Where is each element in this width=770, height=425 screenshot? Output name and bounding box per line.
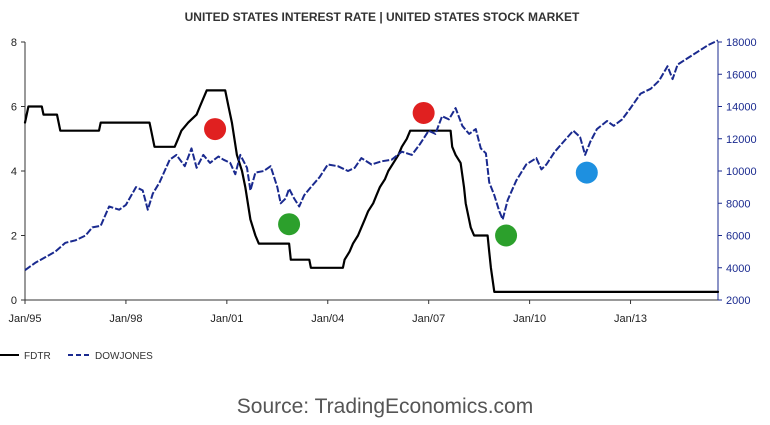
highlight-marker [278,213,301,236]
right-tick-label: 16000 [726,69,757,81]
right-tick-label: 10000 [726,166,757,178]
right-tick-label: 8000 [726,198,750,210]
highlight-marker [412,101,435,124]
x-tick-label: Jan/04 [311,313,344,325]
x-tick-label: Jan/10 [513,313,546,325]
left-tick-label: 8 [11,37,17,49]
right-tick-label: 12000 [726,134,757,146]
series-line-fdtr [23,89,720,293]
right-tick-label: 4000 [726,263,750,275]
x-tick-label: Jan/13 [614,313,647,325]
source-caption: Source: TradingEconomics.com [236,395,534,418]
highlight-marker [495,224,518,247]
x-tick-label: Jan/95 [8,313,41,325]
x-tick-label: Jan/01 [210,313,243,325]
right-tick-label: 6000 [726,231,750,243]
series-line-dowjones [24,39,719,272]
right-tick-label: 14000 [726,102,757,114]
left-tick-label: 2 [11,231,17,243]
highlight-marker [204,118,227,141]
x-tick-label: Jan/98 [109,313,142,325]
axes: 0 2 4 6 8 2000 4000 6000 8000 10000 12000 14000 1600… [8,37,756,325]
right-tick-label: 2000 [726,295,750,307]
legend-label-dowjones: DOWJONES [95,351,153,362]
left-tick-label: 0 [11,295,17,307]
legend-label-fdtr: FDTR [24,351,51,362]
legend: FDTR DOWJONES [0,351,153,362]
highlight-marker [575,161,598,184]
left-tick-label: 4 [11,166,17,178]
marker-layer [204,101,598,247]
series-layer [23,39,720,293]
x-tick-label: Jan/07 [412,313,445,325]
left-tick-label: 6 [11,102,17,114]
right-tick-label: 18000 [726,37,757,49]
chart-title: UNITED STATES INTEREST RATE | UNITED STA… [185,10,580,24]
